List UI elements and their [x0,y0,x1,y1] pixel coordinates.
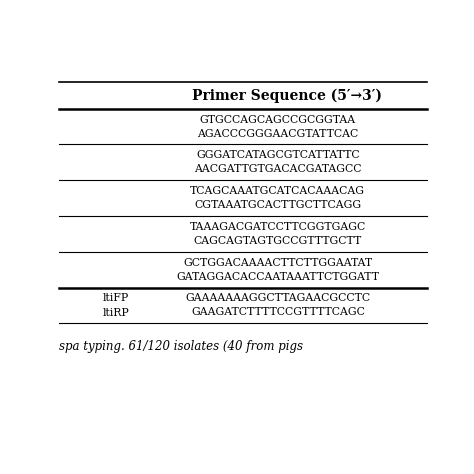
Text: TCAGCAAATGCATCACAAACAG
CGTAAATGCACTTGCTTCAGG: TCAGCAAATGCATCACAAACAG CGTAAATGCACTTGCTT… [191,186,365,210]
Text: GCTGGACAAAACTTCTTGGAATAT
GATAGGACACCAATAAATTCTGGATT: GCTGGACAAAACTTCTTGGAATAT GATAGGACACCAATA… [176,258,379,282]
Text: GGGATCATAGCGTCATTATTC
AACGATTGTGACACGATAGCC: GGGATCATAGCGTCATTATTC AACGATTGTGACACGATA… [194,150,362,174]
Text: spa typing. 61/120 isolates (40 from pigs: spa typing. 61/120 isolates (40 from pig… [59,340,303,353]
Text: TAAAGACGATCCTTCGGTGAGC
CAGCAGTAGTGCCGTTTGCTT: TAAAGACGATCCTTCGGTGAGC CAGCAGTAGTGCCGTTT… [190,222,366,246]
Text: GTGCCAGCAGCCGCGGTAA
AGACCCGGGAACGTATTCAC: GTGCCAGCAGCCGCGGTAA AGACCCGGGAACGTATTCAC [197,115,358,138]
Text: ltiFP
ltiRP: ltiFP ltiRP [102,293,129,318]
Text: Primer Sequence (5′→3′): Primer Sequence (5′→3′) [192,88,382,103]
Text: GAAAAAAAGGCTTAGAACGCCTC
GAAGATCTTTTCCGTTTTCAGC: GAAAAAAAGGCTTAGAACGCCTC GAAGATCTTTTCCGTT… [185,293,370,318]
